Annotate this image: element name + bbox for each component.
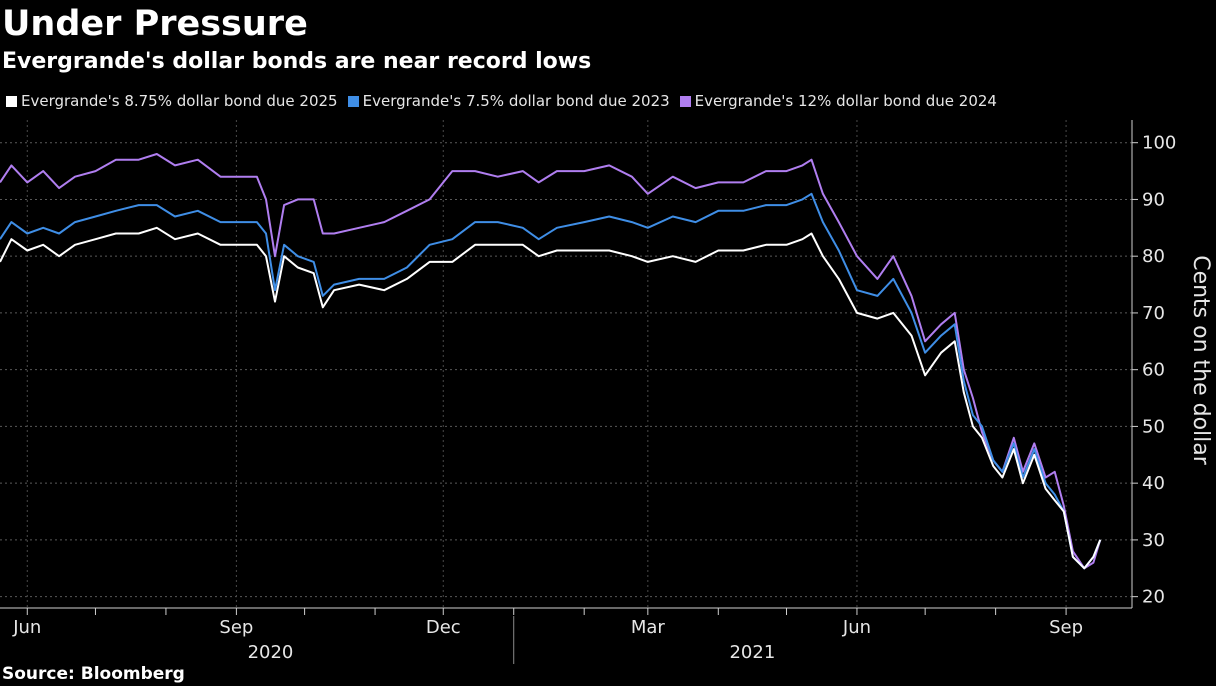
legend-swatch-bond-2024 [679,95,691,107]
legend-swatch-bond-2023 [347,95,359,107]
x-tick-label-5: Sep [1049,617,1083,638]
x-tick-label-0: Jun [12,617,41,638]
y-tick-label-60: 60 [1142,360,1165,381]
legend-label-bond-2023: Evergrande's 7.5% dollar bond due 2023 [362,92,670,110]
y-tick-label-40: 40 [1142,473,1165,494]
x-year-label-1: 2021 [729,642,775,663]
chart-subtitle: Evergrande's dollar bonds are near recor… [2,49,592,74]
legend-item-bond-2023: Evergrande's 7.5% dollar bond due 2023 [347,92,670,110]
x-tick-label-4: Jun [842,617,871,638]
y-tick-label-100: 100 [1142,133,1176,154]
y-tick-label-20: 20 [1142,587,1165,608]
chart-title: Under Pressure [2,4,308,44]
legend-label-bond-2024: Evergrande's 12% dollar bond due 2024 [694,92,997,110]
source-note: Source: Bloomberg [2,664,185,684]
y-tick-label-90: 90 [1142,189,1165,210]
y-tick-label-30: 30 [1142,530,1165,551]
legend-label-bond-2025: Evergrande's 8.75% dollar bond due 2025 [21,92,338,110]
y-axis-label: Cents on the dollar [1188,255,1213,466]
legend-item-bond-2024: Evergrande's 12% dollar bond due 2024 [679,92,997,110]
series-line-0 [0,226,1102,570]
x-tick-label-1: Sep [219,617,253,638]
legend-item-bond-2025: Evergrande's 8.75% dollar bond due 2025 [6,92,338,110]
series-line-1 [0,192,1102,570]
x-year-label-0: 2020 [248,642,294,663]
x-tick-label-2: Dec [426,617,461,638]
chart-legend: Evergrande's 8.75% dollar bond due 2025 … [6,92,1007,110]
y-tick-label-50: 50 [1142,416,1165,437]
y-tick-label-70: 70 [1142,303,1165,324]
x-tick-label-3: Mar [631,617,666,638]
legend-swatch-bond-2025 [6,95,17,107]
y-tick-label-80: 80 [1142,246,1165,267]
